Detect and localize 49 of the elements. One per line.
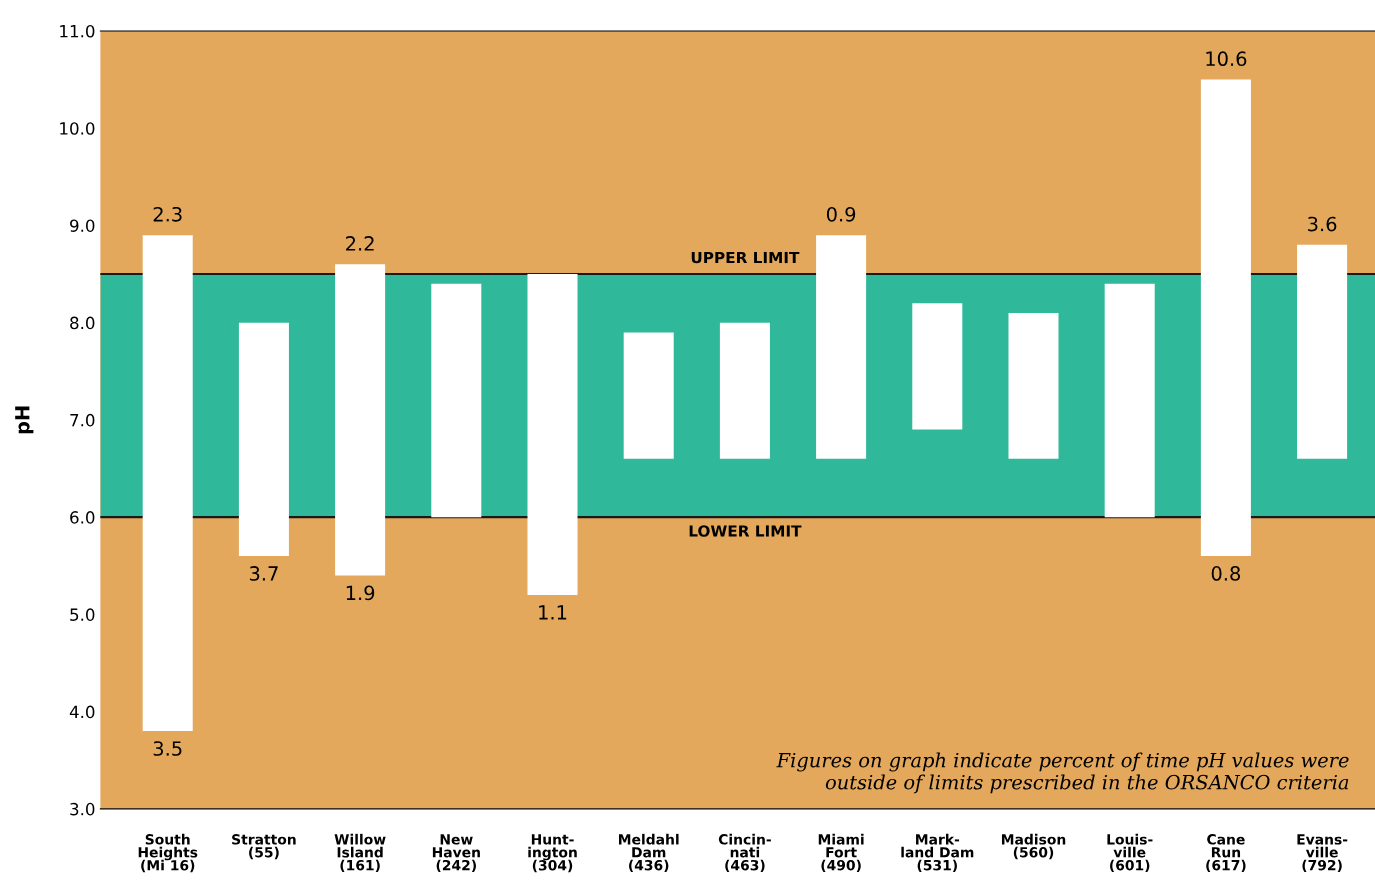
y-tick-label: 5.0 <box>70 608 95 621</box>
x-tick-label: Meldahl Dam (436) <box>619 833 679 873</box>
bar <box>912 303 963 430</box>
annotation: 1.1 <box>539 605 567 620</box>
x-tick-label: Mark- land Dam (531) <box>901 833 974 873</box>
bar <box>142 235 193 732</box>
x-tick-label: Madison (560) <box>1001 833 1066 860</box>
annotation: 2.2 <box>346 236 374 251</box>
y-tick-label: 7.0 <box>70 413 95 427</box>
bar <box>1008 312 1059 459</box>
y-tick-label: 4.0 <box>69 705 95 719</box>
x-tick-label: Cincin- nati (463) <box>718 833 771 873</box>
annotation: 2.3 <box>153 206 182 222</box>
ref-line-label: LOWER LIMIT <box>689 525 802 537</box>
annotation: 3.5 <box>153 741 182 756</box>
x-tick-label: New Haven (242) <box>432 834 480 873</box>
y-tick-label: 3.0 <box>70 802 95 816</box>
annotation: 3.6 <box>1308 216 1337 232</box>
bar <box>238 322 289 557</box>
bar <box>527 274 578 595</box>
y-tick-label: 9.0 <box>70 219 95 232</box>
bar <box>335 264 386 576</box>
x-tick-label: Willow Island (161) <box>334 833 386 873</box>
annotation: 0.8 <box>1211 566 1241 581</box>
bar <box>1104 283 1155 518</box>
y-axis-title: pH <box>15 406 34 434</box>
x-tick-label: Stratton (55) <box>232 834 296 860</box>
bar <box>816 235 867 459</box>
annotation: Figures on graph indicate percent of time pH values were outside of limits prescribed in the ORSANCO criteria <box>776 752 1349 794</box>
y-tick-label: 6.0 <box>70 511 95 524</box>
x-tick-label: Miami Fort (490) <box>818 833 864 873</box>
bar <box>1200 79 1251 557</box>
y-tick-label: 8.0 <box>70 316 95 330</box>
x-tick-label: Evans- ville (792) <box>1297 834 1348 873</box>
bar <box>431 283 482 518</box>
y-tick-label: 10.0 <box>60 122 95 135</box>
bar <box>623 332 674 459</box>
annotation: 0.9 <box>826 206 856 222</box>
x-tick-label: Cane Run (617) <box>1206 834 1246 873</box>
y-tick-label: 11.0 <box>60 24 95 38</box>
x-tick-label: Louis- ville (601) <box>1107 833 1153 873</box>
annotation: 3.7 <box>249 566 278 581</box>
annotation: 10.6 <box>1206 51 1247 67</box>
annotation: 1.9 <box>346 585 375 601</box>
x-tick-label: South Heights (Mi 16) <box>138 833 198 873</box>
x-tick-label: Hunt- ington (304) <box>528 834 577 873</box>
bar <box>719 322 770 459</box>
bar <box>1297 244 1348 459</box>
ref-line-label: UPPER LIMIT <box>691 251 800 264</box>
